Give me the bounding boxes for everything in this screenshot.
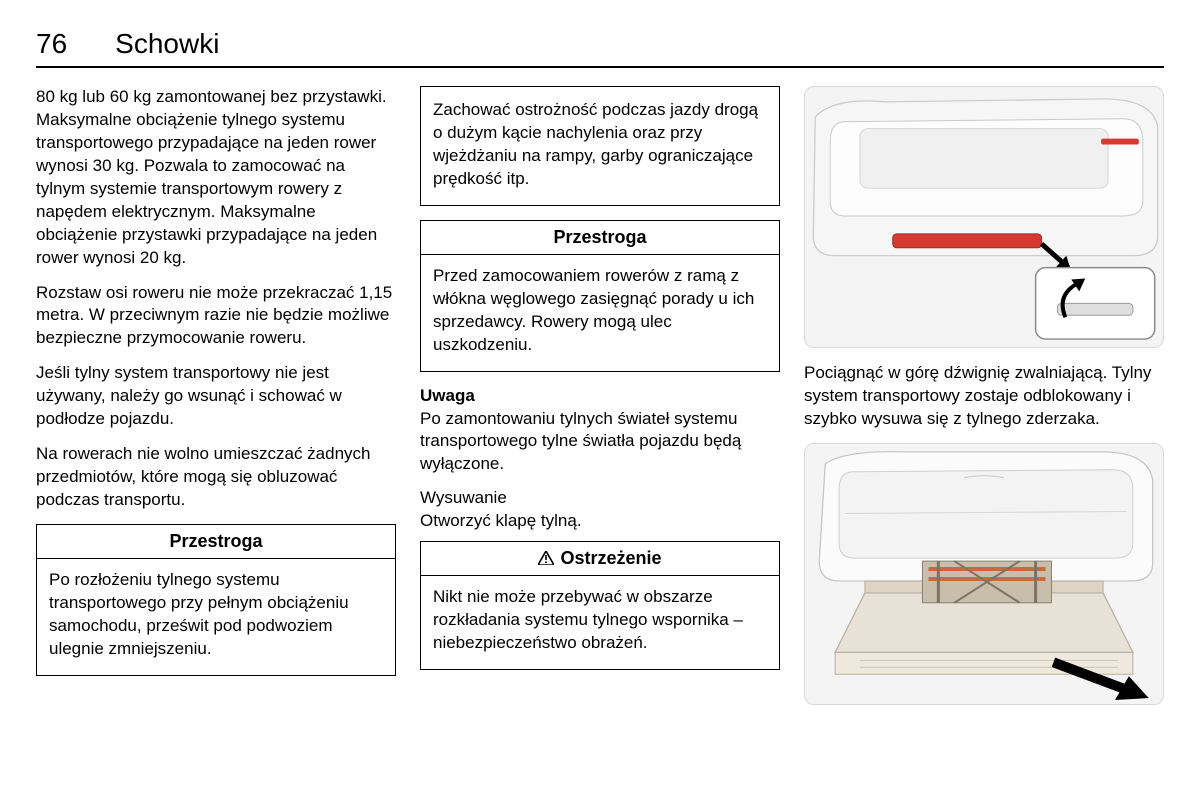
para: 80 kg lub 60 kg zamontowanej bez przysta… bbox=[36, 86, 396, 270]
extend-label: Wysuwanie bbox=[420, 488, 780, 508]
para: Rozstaw osi roweru nie może przekraczać … bbox=[36, 282, 396, 351]
callout-body: Przed zamocowaniem rowerów z ramą z włók… bbox=[421, 255, 779, 371]
callout-body: Po rozłożeniu tylnego systemu transporto… bbox=[37, 559, 395, 675]
callout-warning: Ostrzeżenie Nikt nie może przebywać w ob… bbox=[420, 541, 780, 670]
callout-title: Ostrzeżenie bbox=[421, 542, 779, 576]
callout-title: Przestroga bbox=[37, 525, 395, 559]
extend-body: Otworzyć klapę tylną. bbox=[420, 510, 780, 533]
callout-body: Zachować ostrożność podczas jazdy drogą … bbox=[421, 87, 779, 205]
note-label: Uwaga bbox=[420, 386, 780, 406]
note-body: Po zamontowaniu tylnych świateł systemu … bbox=[420, 408, 780, 477]
para: Jeśli tylny system transportowy nie jest… bbox=[36, 362, 396, 431]
callout-warning-title-text: Ostrzeżenie bbox=[560, 548, 661, 568]
callout-continuation: Zachować ostrożność podczas jazdy drogą … bbox=[420, 86, 780, 206]
col-left: 80 kg lub 60 kg zamontowanej bez przysta… bbox=[36, 86, 396, 719]
callout-caution: Przestroga Po rozłożeniu tylnego systemu… bbox=[36, 524, 396, 676]
para: Pociągnąć w górę dźwignię zwalniającą. T… bbox=[804, 362, 1164, 431]
col-middle: Zachować ostrożność podczas jazdy drogą … bbox=[420, 86, 780, 719]
content-columns: 80 kg lub 60 kg zamontowanej bez przysta… bbox=[36, 86, 1164, 719]
callout-caution: Przestroga Przed zamocowaniem rowerów z … bbox=[420, 220, 780, 372]
illustration-release-lever bbox=[804, 86, 1164, 348]
page-header: 76 Schowki bbox=[36, 28, 1164, 68]
para: Na rowerach nie wolno umieszczać żadnych… bbox=[36, 443, 396, 512]
illustration-carrier-extending bbox=[804, 443, 1164, 705]
warning-triangle-icon bbox=[538, 549, 554, 570]
callout-title: Przestroga bbox=[421, 221, 779, 255]
page-number: 76 bbox=[36, 28, 67, 60]
col-right: Pociągnąć w górę dźwignię zwalniającą. T… bbox=[804, 86, 1164, 719]
section-title: Schowki bbox=[115, 28, 219, 60]
callout-body: Nikt nie może przebywać w obszarze rozkł… bbox=[421, 576, 779, 669]
